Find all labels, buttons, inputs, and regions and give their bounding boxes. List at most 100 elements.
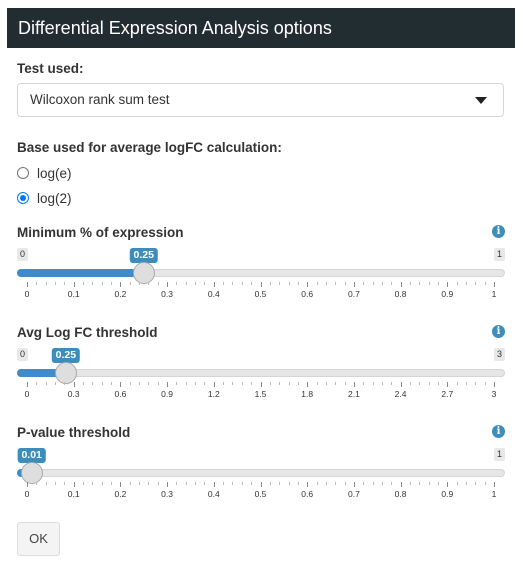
slider-minor-tick [288, 282, 290, 285]
slider-minor-tick [297, 382, 299, 385]
slider-minor-tick [185, 482, 187, 485]
slider-tick-label: 0.5 [254, 289, 267, 299]
slider-minor-tick [363, 382, 365, 385]
slider-minor-tick [185, 382, 187, 385]
slider-minor-tick [223, 482, 225, 485]
slider-minor-tick [381, 282, 383, 285]
slider-minor-tick [148, 482, 150, 485]
slider-minor-tick [204, 482, 206, 485]
slider-tick-label: 0.6 [114, 389, 127, 399]
slider-tick-label: 1.8 [301, 389, 314, 399]
slider-minor-tick [251, 282, 253, 285]
slider-minor-tick [279, 382, 281, 385]
slider-minor-tick [129, 382, 131, 385]
slider-minor-tick [391, 282, 393, 285]
slider-minor-tick [409, 282, 411, 285]
slider-track[interactable] [17, 469, 505, 477]
slider-major-tick [260, 382, 262, 387]
slider-minor-tick [279, 482, 281, 485]
slider-tick-label: 0 [24, 389, 30, 399]
slider-minor-tick [111, 482, 113, 485]
slider-minor-tick [325, 282, 327, 285]
slider-major-tick [73, 482, 75, 487]
slider-tick-label: 3 [491, 389, 497, 399]
avg-logfc-slider[interactable]: 0 3 0.25 0 0.3 0.6 0.9 1.2 1.5 1.8 2.1 2.4 2.7 3 [17, 348, 505, 418]
slider-minor-tick [363, 282, 365, 285]
pvalue-slider[interactable]: 0 1 0.01 00.10.20.30.40.50.60.70.80.91 [17, 448, 505, 518]
slider-minor-tick [465, 282, 467, 285]
slider-tick-label: 0.9 [161, 389, 174, 399]
info-icon[interactable]: i [492, 425, 505, 438]
slider-major-tick [27, 382, 28, 387]
radio-log-2[interactable]: log(2) [17, 189, 72, 207]
slider-minor-tick [335, 482, 337, 485]
slider-minor-tick [297, 282, 299, 285]
slider-minor-tick [325, 382, 327, 385]
min-expression-slider[interactable]: 0 1 0.25 0 0.1 0.2 0.3 0.4 0.5 0.6 0.7 0.8 0.9 1 [17, 248, 505, 318]
slider-minor-tick [484, 482, 486, 485]
test-select-value: Wilcoxon rank sum test [30, 92, 170, 107]
slider-minor-tick [325, 482, 327, 485]
slider-minor-tick [157, 282, 159, 285]
slider-minor-tick [176, 282, 178, 285]
slider-min-label: 0 [17, 248, 29, 261]
slider-minor-tick [428, 282, 430, 285]
slider-minor-tick [344, 382, 346, 385]
slider-minor-tick [36, 482, 38, 485]
slider-minor-tick [241, 482, 243, 485]
radio-circle[interactable] [17, 167, 29, 179]
slider-minor-tick [269, 382, 271, 385]
slider-major-tick [400, 382, 402, 387]
info-icon[interactable]: i [492, 325, 505, 338]
slider-major-tick [447, 282, 449, 287]
slider-minor-tick [176, 482, 178, 485]
slider-minor-tick [64, 482, 66, 485]
radio-circle[interactable] [17, 192, 29, 204]
slider-minor-tick [372, 482, 374, 485]
slider-handle[interactable] [20, 462, 43, 484]
slider-major-tick [120, 382, 122, 387]
slider-minor-tick [428, 482, 430, 485]
slider-minor-tick [101, 482, 103, 485]
slider-major-tick [73, 382, 75, 387]
slider-minor-tick [428, 382, 430, 385]
slider-minor-tick [241, 282, 243, 285]
slider-minor-tick [64, 282, 66, 285]
slider-value-bubble: 0.01 [17, 448, 46, 466]
panel-title: Differential Expression Analysis options [18, 18, 332, 38]
slider-tick-label: 0.8 [394, 489, 407, 499]
slider-minor-tick [269, 482, 271, 485]
slider-minor-tick [111, 382, 113, 385]
slider-minor-tick [223, 382, 225, 385]
slider-track[interactable] [17, 369, 505, 377]
slider-minor-tick [456, 382, 458, 385]
slider-fill [17, 369, 66, 377]
slider-tick-label: 0.2 [114, 489, 127, 499]
slider-handle[interactable] [132, 262, 155, 284]
test-select[interactable]: Wilcoxon rank sum test [17, 83, 504, 117]
info-icon[interactable]: i [492, 225, 505, 238]
slider-minor-tick [475, 482, 477, 485]
ok-button[interactable]: OK [17, 522, 60, 556]
slider-minor-tick [288, 382, 290, 385]
slider-minor-tick [316, 282, 318, 285]
slider-major-tick [307, 282, 309, 287]
slider-minor-tick [409, 482, 411, 485]
slider-minor-tick [232, 482, 234, 485]
slider-minor-tick [45, 482, 47, 485]
slider-minor-tick [195, 482, 197, 485]
slider-major-tick [27, 282, 28, 287]
slider-minor-tick [204, 382, 206, 385]
slider-fill [17, 269, 144, 277]
slider-minor-tick [241, 382, 243, 385]
slider-minor-tick [83, 382, 85, 385]
slider-tick-label: 1.2 [207, 389, 220, 399]
radio-label: log(2) [37, 190, 72, 206]
radio-log-e[interactable]: log(e) [17, 164, 72, 182]
slider-minor-tick [83, 282, 85, 285]
slider-minor-tick [381, 382, 383, 385]
slider-handle[interactable] [54, 362, 77, 384]
slider-minor-tick [55, 282, 57, 285]
slider-minor-tick [101, 382, 103, 385]
avg-logfc-label: Avg Log FC threshold [17, 325, 158, 340]
